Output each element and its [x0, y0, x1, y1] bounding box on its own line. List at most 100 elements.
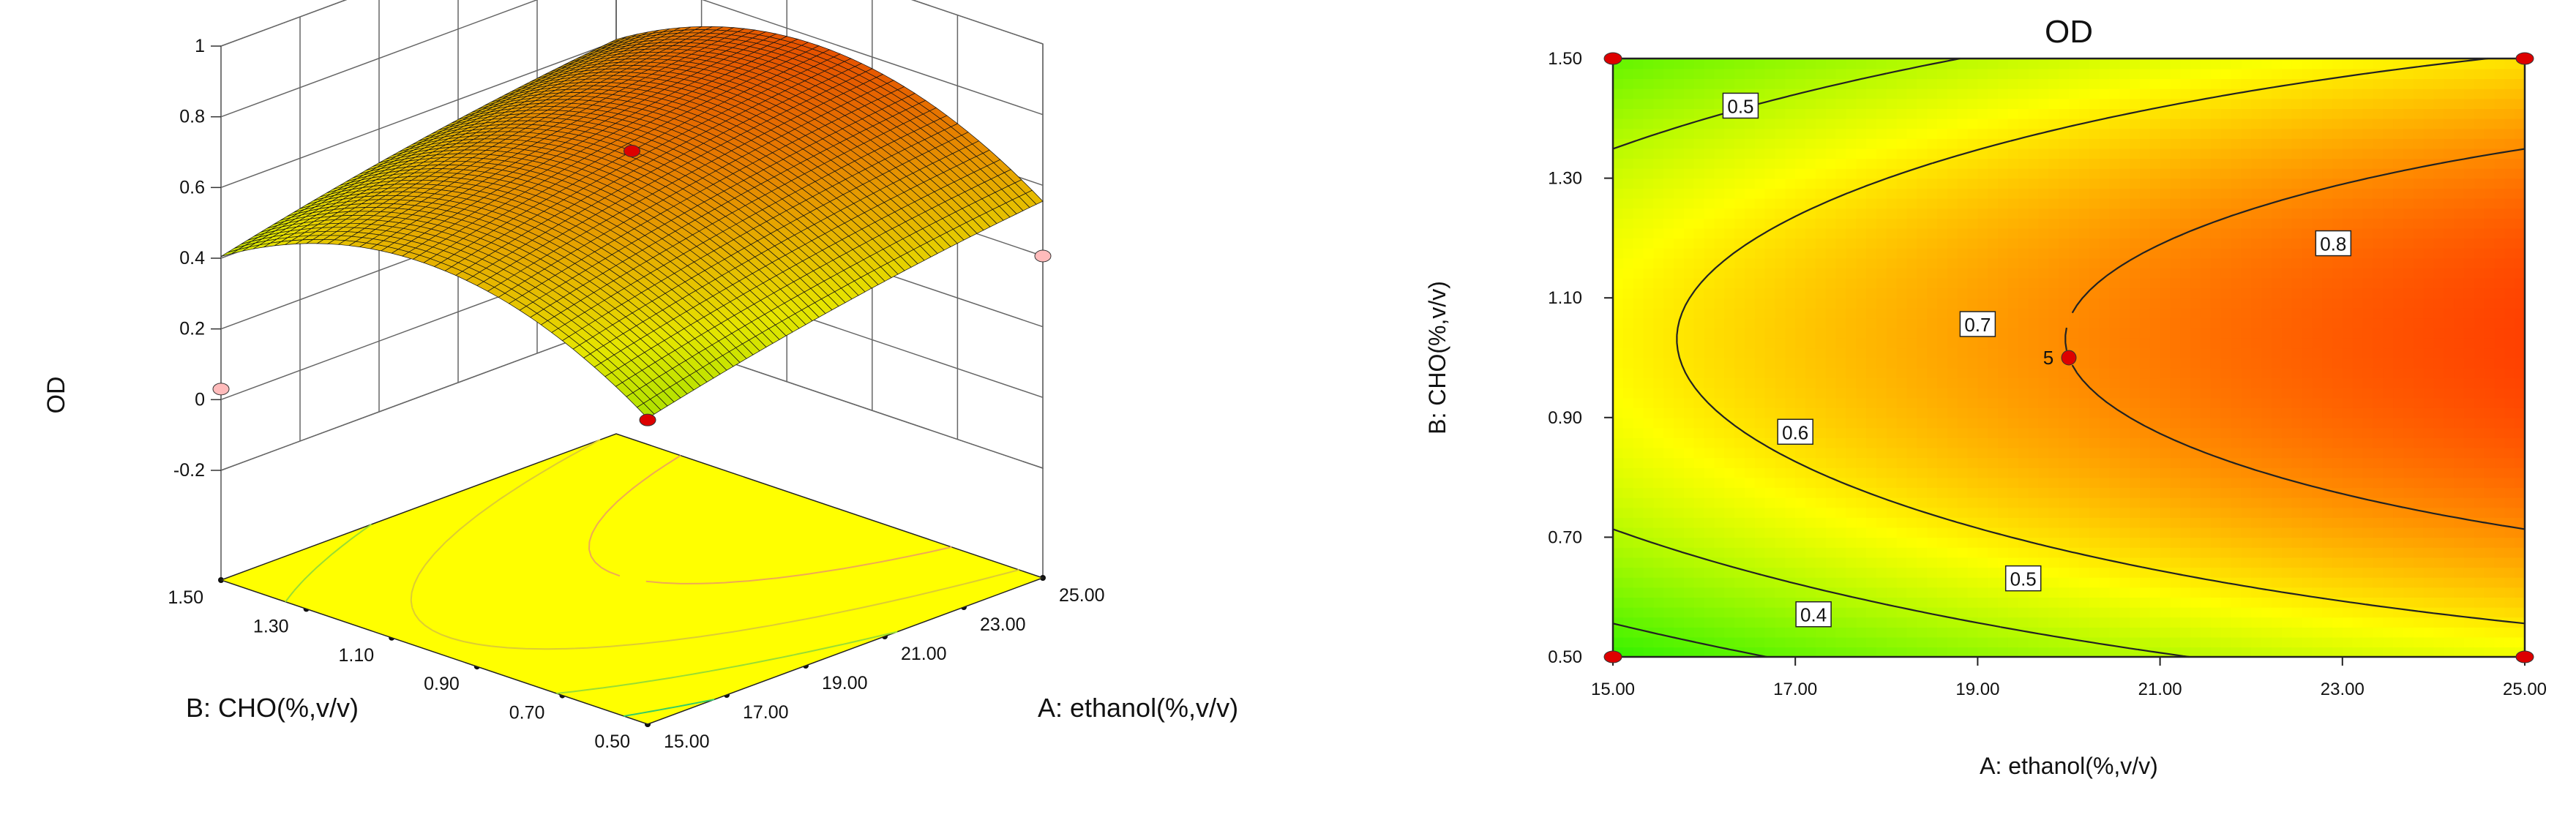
- heat-cell: [2029, 487, 2040, 497]
- heat-cell: [1663, 418, 1674, 428]
- heat-cell: [1684, 398, 1695, 408]
- heat-cell: [1775, 158, 1786, 168]
- heat-cell: [1998, 467, 2009, 478]
- heat-cell: [1795, 148, 1806, 159]
- heat-cell: [1765, 407, 1776, 418]
- heat-cell: [1613, 338, 1624, 348]
- heat-cell: [1866, 627, 1877, 637]
- heat-cell: [1714, 218, 1725, 228]
- heat-cell: [1704, 78, 1715, 89]
- heat-cell: [2018, 317, 2029, 328]
- heat-cell: [1724, 547, 1735, 557]
- heat-cell: [1876, 228, 1887, 238]
- heat-cell: [1633, 557, 1644, 568]
- heat-cell: [1734, 119, 1745, 129]
- heat-cell: [1958, 128, 1969, 138]
- heat-cell: [1816, 298, 1827, 308]
- heat-cell: [1988, 158, 1999, 168]
- heat-cell: [1805, 228, 1816, 238]
- heat-cell: [1968, 427, 1979, 437]
- heat-cell: [1826, 637, 1837, 647]
- heat-cell: [1968, 188, 1979, 198]
- heat-cell: [1734, 328, 1745, 338]
- heat-cell: [1653, 487, 1664, 497]
- heat-cell: [1775, 268, 1786, 278]
- heat-cell: [1663, 188, 1674, 198]
- heat-cell: [1897, 617, 1908, 627]
- heat-cell: [1653, 647, 1664, 657]
- heat-cell: [1887, 99, 1898, 109]
- heat-cell: [1917, 627, 1928, 637]
- heat-cell: [1866, 258, 1877, 268]
- heat-cell: [1816, 347, 1827, 358]
- heat-cell: [1947, 418, 1958, 428]
- heat-cell: [1906, 328, 1917, 338]
- heat-cell: [1816, 388, 1827, 398]
- heat-cell: [1623, 328, 1634, 338]
- heat-cell: [1745, 268, 1756, 278]
- heat-cell: [1906, 407, 1917, 418]
- heat-cell: [1826, 138, 1837, 148]
- heat-cell: [1805, 478, 1816, 488]
- heat-cell: [1876, 398, 1887, 408]
- heat-cell: [1866, 128, 1877, 138]
- heat-cell: [1958, 427, 1969, 437]
- heat-cell: [1856, 228, 1867, 238]
- heat-cell: [2018, 457, 2029, 467]
- heat-cell: [1927, 597, 1938, 607]
- heat-cell: [1958, 448, 1969, 458]
- heat-cell: [1653, 148, 1664, 159]
- heat-cell: [1917, 377, 1928, 388]
- heat-cell: [1906, 547, 1917, 557]
- heat-cell: [1684, 69, 1695, 79]
- heat-cell: [1968, 168, 1979, 178]
- heat-cell: [2018, 258, 2029, 268]
- heat-cell: [1684, 78, 1695, 89]
- heat-cell: [1684, 308, 1695, 318]
- heat-cell: [1876, 508, 1887, 518]
- heat-cell: [1714, 268, 1725, 278]
- heat-cell: [1795, 218, 1806, 228]
- heat-cell: [1988, 388, 1999, 398]
- heat-cell: [1704, 218, 1715, 228]
- heat-cell: [1653, 467, 1664, 478]
- heat-cell: [1977, 368, 1988, 378]
- heat-cell: [1897, 218, 1908, 228]
- heat-cell: [1846, 398, 1857, 408]
- heat-cell: [1724, 238, 1735, 248]
- heat-cell: [1775, 208, 1786, 219]
- heat-cell: [1633, 218, 1644, 228]
- heat-cell: [1988, 497, 1999, 508]
- heat-cell: [1785, 298, 1796, 308]
- heat-cell: [1694, 607, 1705, 617]
- heat-cell: [1623, 437, 1634, 448]
- heat-cell: [1674, 168, 1685, 178]
- heat-cell: [1937, 358, 1948, 368]
- heat-cell: [1613, 128, 1624, 138]
- heat-cell: [2029, 158, 2040, 168]
- heat-cell: [1897, 537, 1908, 547]
- heat-cell: [1795, 128, 1806, 138]
- heat-cell: [1653, 427, 1664, 437]
- heat-cell: [1846, 288, 1857, 298]
- heat-cell: [1663, 218, 1674, 228]
- heat-cell: [1775, 597, 1786, 607]
- heat-cell: [1765, 198, 1776, 208]
- heat-cell: [1694, 59, 1705, 69]
- heat-cell: [2029, 457, 2040, 467]
- heat-cell: [1846, 99, 1857, 109]
- heat-cell: [1785, 467, 1796, 478]
- heat-cell: [1704, 119, 1715, 129]
- heat-cell: [1927, 537, 1938, 547]
- heat-cell: [1805, 627, 1816, 637]
- heat-cell: [1856, 338, 1867, 348]
- heat-cell: [2029, 268, 2040, 278]
- heat-cell: [1714, 248, 1725, 258]
- heat-cell: [1988, 508, 1999, 518]
- heat-cell: [1917, 218, 1928, 228]
- heat-cell: [1765, 457, 1776, 467]
- heat-cell: [1674, 497, 1685, 508]
- heat-cell: [1684, 457, 1695, 467]
- heat-cell: [1775, 317, 1786, 328]
- heat-cell: [1958, 388, 1969, 398]
